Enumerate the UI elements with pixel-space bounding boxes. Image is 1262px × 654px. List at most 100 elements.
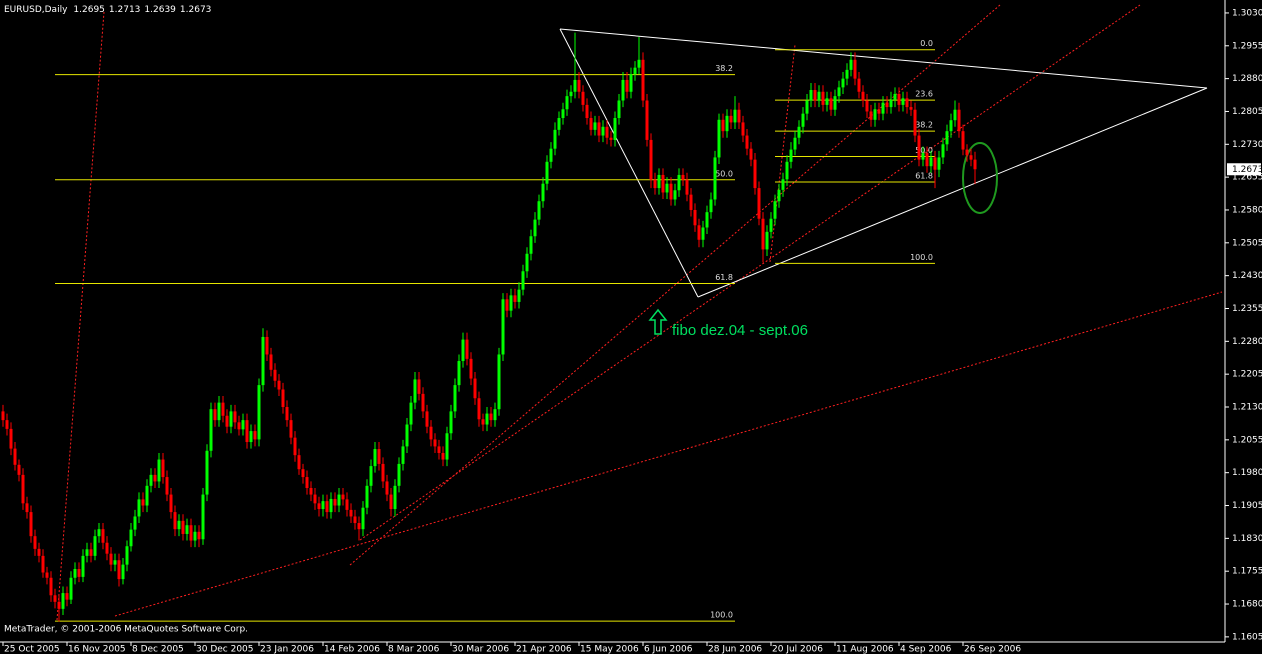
candle-body	[549, 148, 553, 162]
candle-body	[433, 439, 437, 447]
candle-body	[353, 516, 357, 524]
candle-body	[381, 463, 385, 482]
candle-body	[633, 67, 637, 75]
candle-body	[373, 449, 377, 467]
footer: MetaTrader, © 2001-2006 MetaQuotes Softw…	[4, 625, 248, 635]
candle-body	[177, 520, 181, 530]
y-tick-label: 1.1605	[1232, 632, 1262, 642]
candle-body	[389, 494, 393, 510]
candle-body	[25, 503, 29, 513]
candle-body	[833, 96, 837, 110]
candle-body	[877, 109, 881, 114]
y-tick-label: 1.1980	[1232, 468, 1262, 478]
y-tick-label: 1.1830	[1232, 534, 1262, 544]
y-tick-label: 1.2505	[1232, 238, 1262, 248]
candle-body	[697, 225, 701, 240]
candle-body	[333, 498, 337, 506]
candle-body	[581, 91, 585, 105]
x-tick-label: 21 Apr 2006	[516, 645, 572, 654]
candle-body	[849, 59, 853, 70]
current-price-box	[1227, 163, 1261, 176]
candle-body	[109, 553, 113, 565]
candle-body	[601, 126, 605, 136]
y-tick-label: 1.3030	[1232, 8, 1262, 18]
candle-body	[685, 179, 689, 195]
y-tick-label: 1.1680	[1232, 600, 1262, 610]
candle-body	[205, 450, 209, 495]
candle-body	[149, 474, 153, 486]
candle-body	[585, 104, 589, 119]
x-tick-label: 30 Dec 2005	[196, 645, 254, 654]
fibo-label: 100.0	[910, 253, 933, 262]
candle-body	[193, 531, 197, 541]
x-tick-label: 8 Mar 2006	[388, 645, 440, 654]
candle-body	[413, 379, 417, 403]
candle-body	[905, 98, 909, 108]
candle-body	[341, 494, 345, 500]
candle-body	[181, 520, 185, 534]
candle-body	[349, 509, 353, 517]
candle-body	[121, 564, 125, 580]
candle-body	[821, 91, 825, 105]
candle-body	[1, 411, 5, 421]
candle-body	[765, 231, 769, 250]
candle-body	[693, 209, 697, 226]
candle-body	[145, 485, 149, 506]
candle-body	[925, 153, 929, 167]
y-tick-label: 1.2355	[1232, 304, 1262, 314]
candle-body	[761, 218, 765, 250]
y-tick-label: 1.2130	[1232, 403, 1262, 413]
candle-body	[185, 525, 189, 534]
candle-body	[401, 446, 405, 464]
candle-body	[901, 98, 905, 105]
candle-body	[621, 79, 625, 101]
candle-body	[653, 179, 657, 189]
candle-body	[573, 79, 577, 92]
candle-body	[325, 501, 329, 513]
candle-body	[461, 339, 465, 362]
fibo-label: 100.0	[710, 611, 733, 620]
candle-body	[645, 100, 649, 140]
candle-body	[225, 415, 229, 427]
candle-body	[649, 139, 653, 180]
candle-body	[89, 549, 93, 556]
candle-body	[973, 159, 977, 170]
candle-body	[533, 219, 537, 237]
y-tick-label: 1.2880	[1232, 74, 1262, 84]
candle-body	[253, 431, 257, 440]
candle-body	[605, 126, 609, 138]
candle-body	[785, 161, 789, 180]
candle-body	[781, 179, 785, 190]
candle-body	[749, 148, 753, 160]
candle-body	[897, 93, 901, 105]
candle-body	[617, 100, 621, 119]
header-close: 1.2673	[180, 5, 212, 15]
candle-body	[521, 271, 525, 290]
candle-body	[845, 69, 849, 79]
candle-body	[173, 512, 177, 530]
candle-body	[777, 189, 781, 202]
fibo-label: 38.2	[915, 121, 933, 130]
candle-body	[41, 555, 45, 573]
candle-body	[97, 529, 101, 537]
candle-body	[757, 188, 761, 219]
candle-body	[569, 91, 573, 97]
candle-body	[33, 536, 37, 549]
candle-body	[313, 494, 317, 504]
candle-body	[157, 459, 161, 482]
candle-body	[513, 295, 517, 302]
candle-body	[793, 137, 797, 150]
candle-body	[593, 122, 597, 130]
candle-body	[397, 463, 401, 486]
candle-body	[217, 402, 221, 421]
candle-body	[249, 431, 253, 443]
candle-body	[937, 157, 941, 170]
candle-body	[93, 536, 97, 556]
trend-line	[114, 291, 1223, 617]
x-tick-label: 30 Mar 2006	[452, 645, 509, 654]
candle-body	[473, 378, 477, 399]
candle-body	[293, 437, 297, 456]
candle-body	[553, 129, 557, 149]
